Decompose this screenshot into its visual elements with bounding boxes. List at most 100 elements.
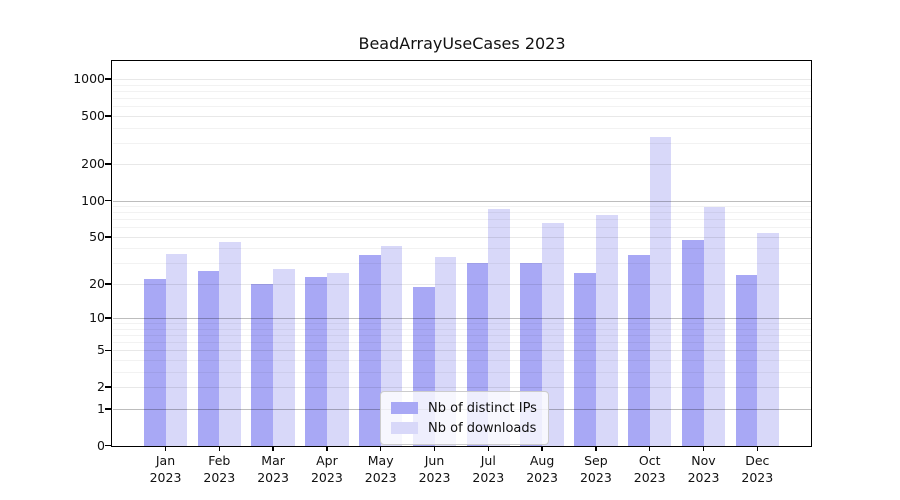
x-tick-label-9: Sep 2023 — [579, 453, 612, 485]
bar-ips — [251, 283, 274, 446]
bar-downloads — [219, 242, 242, 446]
bar-downloads — [757, 232, 780, 446]
x-tick-mark-7 — [487, 446, 490, 451]
y-tick-mark-20 — [105, 283, 112, 285]
gridline-minor-y-90 — [113, 206, 811, 208]
gridline-y-200 — [113, 164, 811, 166]
gridline-minor-y-800 — [113, 90, 811, 92]
x-tick-label-2: Feb 2023 — [203, 453, 236, 485]
gridline-minor-y-900 — [113, 84, 811, 86]
bar-ips — [143, 279, 166, 446]
y-tick-mark-200 — [105, 163, 112, 165]
x-tick-mark-3 — [272, 446, 274, 451]
x-tick-mark-10 — [648, 446, 651, 451]
y-tick-label-200: 200 — [81, 156, 105, 172]
gridline-y-100 — [113, 200, 811, 202]
gridline-minor-y-80 — [113, 212, 811, 214]
gridline-minor-y-70 — [113, 219, 811, 221]
gridline-minor-y-40 — [113, 248, 811, 250]
gridline-minor-y-30 — [113, 263, 811, 265]
bar-ips — [305, 276, 327, 446]
y-tick-mark-50 — [105, 236, 112, 238]
x-tick-mark-6 — [433, 446, 436, 451]
x-tick-label-6: Jun 2023 — [418, 453, 451, 485]
legend-label-ips: Nb of distinct IPs — [428, 400, 537, 416]
y-tick-mark-1000 — [105, 78, 112, 80]
x-tick-label-4: Apr 2023 — [310, 453, 343, 485]
gridline-minor-y-300 — [113, 142, 811, 144]
gridline-y-50 — [113, 236, 811, 238]
x-tick-label-7: Jul 2023 — [472, 453, 505, 485]
bar-ips — [574, 272, 596, 446]
y-tick-label-10: 10 — [89, 310, 105, 326]
gridline-minor-y-400 — [113, 127, 811, 129]
bar-downloads — [326, 272, 349, 446]
bar-ips — [627, 255, 650, 446]
bar-downloads — [703, 206, 726, 446]
bar-downloads — [649, 136, 672, 446]
chart-title: BeadArrayUseCases 2023 — [358, 34, 566, 53]
y-tick-label-2: 2 — [97, 379, 105, 395]
y-tick-label-1: 1 — [97, 400, 105, 416]
gridline-y-20 — [113, 283, 811, 285]
gridline-y-2 — [113, 387, 811, 389]
x-tick-mark-4 — [326, 446, 328, 451]
legend-label-downloads: Nb of downloads — [428, 420, 537, 436]
y-tick-mark-0 — [105, 444, 112, 447]
legend: Nb of distinct IPs Nb of downloads — [380, 391, 549, 445]
y-tick-mark-100 — [105, 199, 112, 202]
x-tick-mark-11 — [702, 446, 705, 451]
x-tick-label-1: Jan 2023 — [149, 453, 182, 485]
y-tick-label-100: 100 — [81, 192, 105, 208]
bar-ips — [197, 270, 220, 446]
x-tick-mark-12 — [756, 446, 759, 451]
y-tick-label-5: 5 — [97, 342, 105, 358]
bar-downloads — [542, 223, 564, 446]
plot-area: Nb of distinct IPs Nb of downloads — [113, 62, 811, 446]
legend-swatch-downloads — [391, 422, 418, 434]
x-tick-mark-9 — [595, 446, 597, 451]
bar-ips — [735, 274, 758, 446]
legend-item-ips: Nb of distinct IPs — [391, 398, 537, 418]
y-tick-mark-500 — [105, 114, 112, 117]
gridline-minor-y-600 — [113, 106, 811, 108]
gridline-minor-y-4 — [113, 360, 811, 362]
legend-item-downloads: Nb of downloads — [391, 418, 537, 438]
gridline-y-10 — [113, 318, 811, 320]
gridline-minor-y-8 — [113, 328, 811, 330]
x-tick-label-12: Dec 2023 — [741, 453, 774, 485]
y-tick-label-1000: 1000 — [73, 70, 105, 86]
bar-downloads — [273, 268, 295, 446]
bar-downloads — [595, 215, 618, 446]
bar-ips — [681, 240, 704, 446]
gridline-minor-y-9 — [113, 323, 811, 325]
y-tick-mark-5 — [105, 349, 112, 352]
x-tick-mark-8 — [541, 446, 543, 451]
y-tick-label-500: 500 — [81, 107, 105, 123]
y-tick-label-20: 20 — [89, 275, 105, 291]
y-tick-mark-10 — [105, 317, 112, 320]
x-tick-mark-5 — [379, 446, 382, 451]
gridline-minor-y-7 — [113, 335, 811, 337]
y-tick-label-50: 50 — [89, 228, 105, 244]
gridline-minor-y-3 — [113, 371, 811, 373]
gridline-y-1000 — [113, 78, 811, 80]
x-tick-mark-2 — [218, 446, 221, 451]
x-tick-label-8: Aug 2023 — [526, 453, 558, 485]
x-tick-label-5: May 2023 — [364, 453, 397, 485]
y-tick-label-0: 0 — [97, 437, 105, 453]
gridline-minor-y-60 — [113, 227, 811, 229]
x-tick-mark-1 — [164, 446, 167, 451]
y-tick-mark-1 — [105, 407, 112, 410]
bar-downloads — [488, 209, 511, 446]
y-tick-mark-2 — [105, 386, 112, 388]
x-tick-label-11: Nov 2023 — [687, 453, 720, 485]
legend-swatch-ips — [391, 402, 418, 414]
x-tick-label-3: Mar 2023 — [257, 453, 289, 485]
bar-ips — [358, 255, 381, 446]
gridline-y-5 — [113, 350, 811, 352]
x-tick-label-10: Oct 2023 — [633, 453, 666, 485]
gridline-minor-y-700 — [113, 97, 811, 99]
gridline-minor-y-6 — [113, 342, 811, 344]
